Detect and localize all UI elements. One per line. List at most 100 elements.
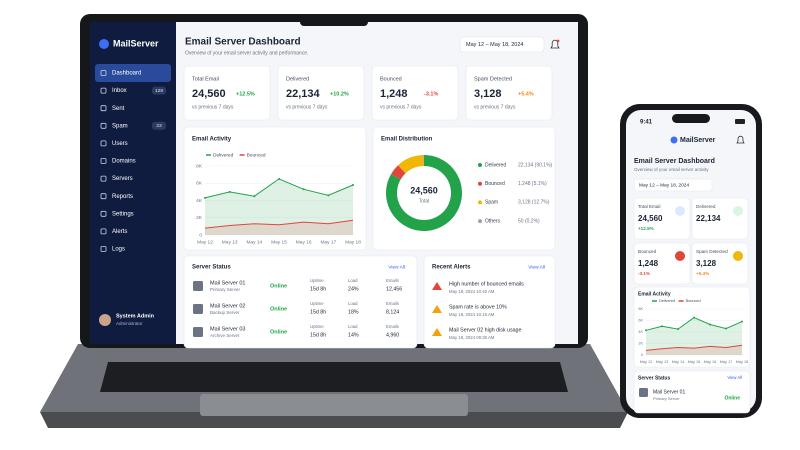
server-icon <box>193 327 203 337</box>
y-tick-label: 4K <box>638 330 643 334</box>
point <box>327 194 330 197</box>
donut-segment <box>391 165 406 180</box>
stat-value: 1,248 <box>638 259 659 268</box>
stat-label: Spam Detected <box>474 76 512 82</box>
nav-icon <box>100 70 107 76</box>
nav-item[interactable]: Logs <box>112 247 125 253</box>
value-label: 22,134 (90.1%) <box>518 162 553 168</box>
alert-icon <box>432 305 442 313</box>
server-name: Mail Server 01 <box>653 389 685 395</box>
date-range[interactable]: May 12 – May 18, 2024 <box>466 42 523 48</box>
user-name: System Admin <box>116 313 155 319</box>
alert-title: High number of bounced emails <box>449 281 524 287</box>
nav-badge-text: 23 <box>156 123 162 129</box>
x-tick-label: May 17 <box>720 360 732 364</box>
stat-label: Total Email <box>638 204 660 209</box>
nav-active <box>95 64 171 82</box>
date-picker[interactable] <box>459 36 545 53</box>
avatar <box>99 314 111 326</box>
chart-card <box>372 126 556 251</box>
server-emails: 12,456 <box>386 286 402 292</box>
value-label: 1,248 (5.1%) <box>518 181 547 187</box>
nav-icon <box>100 158 107 164</box>
nav-icon <box>100 87 107 94</box>
stat-change: -3.1% <box>638 271 650 276</box>
y-tick-label: 6K <box>196 181 203 187</box>
point <box>661 325 663 328</box>
nav-icon <box>100 246 107 252</box>
column-label: Uptime <box>310 324 324 329</box>
alerts-card <box>423 255 556 349</box>
bell-icon[interactable] <box>550 39 560 49</box>
legend-label: Delivered <box>659 299 675 303</box>
nav-item[interactable]: Domains <box>112 159 136 165</box>
legend-label: Others <box>485 218 501 224</box>
page-subtitle: Overview of your email server activity a… <box>185 50 308 56</box>
bell-icon[interactable] <box>736 135 745 144</box>
server-icon <box>193 304 203 314</box>
nav-icon <box>100 228 107 235</box>
bell-dot <box>556 39 560 43</box>
page-subtitle: Overview of your email server activity <box>634 167 709 172</box>
server-role: Backup Server <box>210 310 240 315</box>
trackpad <box>200 394 468 416</box>
date-picker[interactable] <box>633 178 713 192</box>
status-battery <box>735 119 745 124</box>
nav-icon <box>100 175 107 182</box>
x-tick-label: May 18 <box>736 360 748 364</box>
nav-item[interactable]: Alerts <box>112 229 127 235</box>
server-status: Online <box>724 395 740 401</box>
nav-item[interactable]: Users <box>112 141 128 147</box>
y-tick-label: 0 <box>641 353 643 357</box>
point <box>278 177 280 180</box>
nav-item[interactable]: Sent <box>112 106 125 112</box>
server-name: Mail Server 01 <box>210 280 245 286</box>
section-title: Recent Alerts <box>432 265 471 271</box>
chart-title: Email Activity <box>192 137 232 143</box>
nav-item[interactable]: Servers <box>112 176 133 182</box>
nav-item[interactable]: Spam <box>112 123 128 129</box>
dynamic-island <box>672 114 710 123</box>
stat-value: 3,128 <box>474 88 502 100</box>
column-label: Uptime <box>310 278 324 283</box>
view-all[interactable]: View All <box>727 375 742 380</box>
nav-item[interactable]: Dashboard <box>112 71 141 77</box>
alert-icon <box>432 282 442 290</box>
server-load: 24% <box>348 286 359 292</box>
server-icon <box>193 281 203 291</box>
chart-title: Email Activity <box>638 291 671 297</box>
point <box>741 320 743 323</box>
y-tick-label: 8K <box>196 163 203 169</box>
server-emails: 8,124 <box>386 309 399 315</box>
x-tick-label: May 12 <box>640 360 652 364</box>
x-tick-label: May 13 <box>222 239 238 245</box>
x-tick-label: May 14 <box>246 239 262 245</box>
server-status: Online <box>270 283 287 289</box>
page-title: Email Server Dashboard <box>634 158 715 165</box>
legend-dot <box>478 163 482 167</box>
stat-note: vs previous 7 days <box>286 104 328 110</box>
series-area <box>205 178 353 235</box>
nav-item[interactable]: Reports <box>112 194 133 200</box>
view-all[interactable]: View All <box>388 264 405 270</box>
point <box>645 329 647 332</box>
nav-item[interactable]: Inbox <box>112 88 127 94</box>
date-range[interactable]: May 12 – May 18, 2024 <box>639 182 689 188</box>
point <box>677 328 679 331</box>
column-label: Emails <box>386 301 399 306</box>
server-card <box>183 255 418 349</box>
view-all[interactable]: View All <box>528 264 545 270</box>
server-uptime: 15d 8h <box>310 332 326 338</box>
stat-card <box>277 65 365 121</box>
stat-change: +10.2% <box>330 91 349 97</box>
series-line <box>204 219 354 229</box>
server-card <box>633 370 751 414</box>
nav-item[interactable]: Settings <box>112 211 134 217</box>
legend-label: Bounced <box>247 152 266 158</box>
stat-change: +5.4% <box>518 91 534 97</box>
column-label: Emails <box>386 278 399 283</box>
x-tick-label: May 15 <box>688 360 700 364</box>
stat-label: Bounced <box>380 76 402 82</box>
